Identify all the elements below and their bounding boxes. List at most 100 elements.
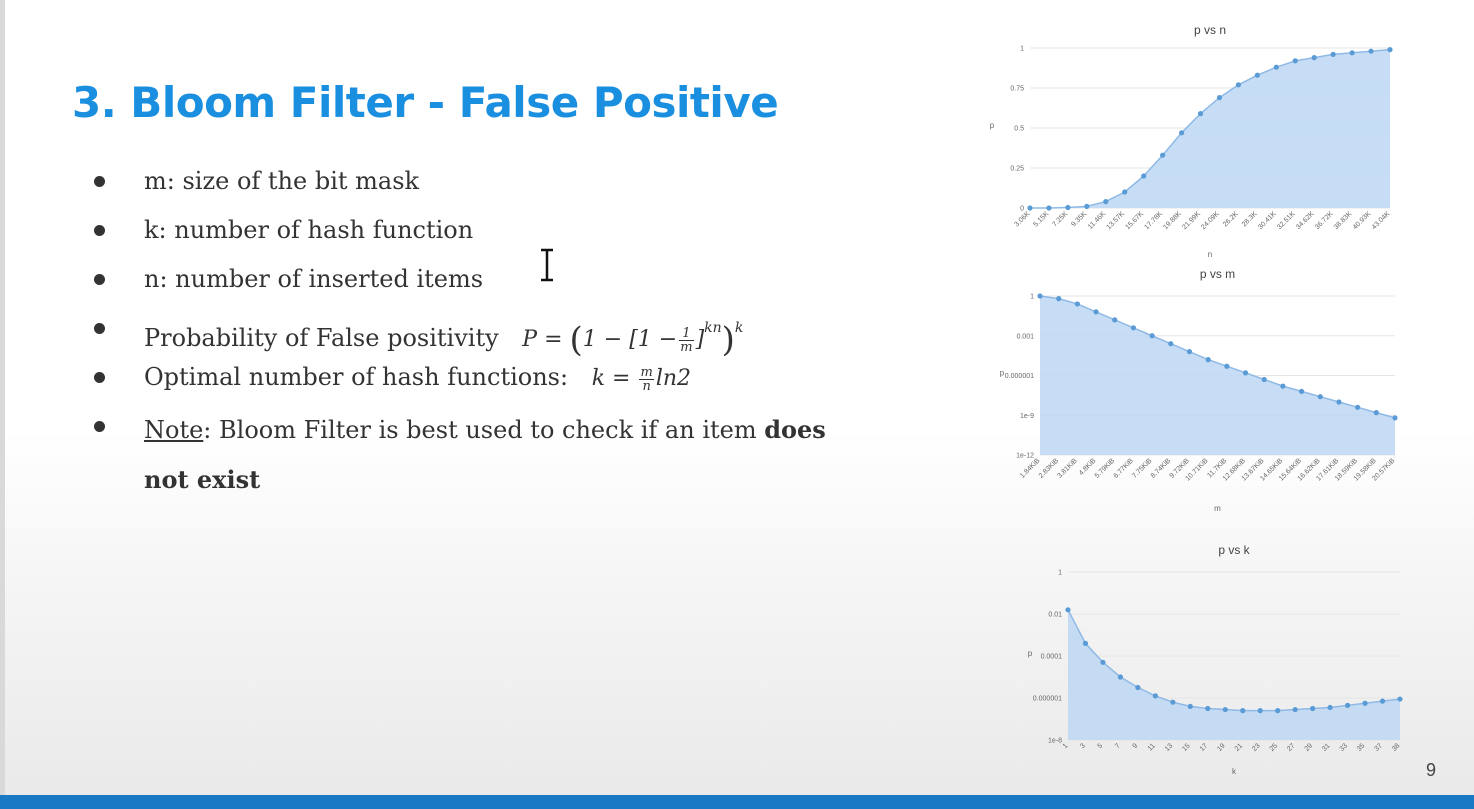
data-point (1397, 696, 1403, 702)
y-tick-label: 1 (1058, 570, 1062, 577)
page-number: 9 (1425, 760, 1436, 780)
chart-title: p vs k (1218, 543, 1250, 557)
data-point (1112, 317, 1118, 323)
series-line (1039, 295, 1396, 419)
data-point (1292, 58, 1298, 64)
bullet-dot-icon (94, 421, 105, 432)
y-tick-label: 0.0001 (1041, 654, 1063, 661)
bullet-item: m: size of the bit mask (88, 160, 848, 209)
x-tick-label: 35 (1356, 742, 1367, 753)
bullet-text: n: number of inserted items (144, 265, 484, 293)
data-point (1093, 309, 1099, 315)
note-bold-text: does not exist (144, 415, 826, 494)
data-point (1240, 708, 1246, 714)
x-tick-label: 40.93K (1352, 210, 1373, 231)
note-text: : Bloom Filter is best used to check if … (203, 416, 765, 444)
data-point (1100, 659, 1106, 665)
x-tick-label: 21 (1234, 742, 1245, 753)
x-tick-label: 13 (1164, 742, 1175, 753)
y-axis-label: p (990, 121, 995, 130)
data-point (1242, 370, 1249, 376)
y-tick-label: 0 (1020, 206, 1024, 213)
data-point (1168, 341, 1174, 347)
data-point (1065, 204, 1071, 211)
data-point (1379, 698, 1386, 704)
data-point (1344, 702, 1351, 708)
data-point (1149, 333, 1155, 339)
y-tick-label: 0.01 (1048, 612, 1062, 619)
y-tick-label: 0.25 (1010, 166, 1024, 173)
data-point (1349, 50, 1355, 56)
x-tick-label: 27 (1286, 742, 1297, 753)
data-point (1117, 674, 1124, 680)
x-tick-label: 7.25K (1051, 210, 1069, 228)
data-point (1084, 203, 1090, 209)
x-axis-label: m (1214, 504, 1221, 513)
data-point (1257, 708, 1263, 714)
slide-title: 3. Bloom Filter - False Positive (72, 78, 779, 127)
bullet-item-note: Note: Bloom Filter is best used to check… (88, 405, 848, 505)
x-tick-label: 21.99K (1181, 210, 1202, 231)
chart-title: p vs m (1200, 267, 1235, 281)
series-line (1030, 48, 1391, 209)
x-tick-label: 26.2K (1222, 210, 1240, 228)
bottom-accent-bar (0, 795, 1474, 809)
bullet-text: Probability of False positivity (144, 324, 499, 352)
x-tick-label: 25 (1269, 742, 1280, 753)
data-point (1373, 410, 1379, 416)
bullet-text: k: number of hash function (144, 216, 474, 244)
series-area (1068, 609, 1400, 740)
data-point (1254, 72, 1260, 78)
x-tick-label: 33 (1339, 742, 1350, 753)
data-point (1205, 357, 1211, 363)
y-tick-label: 0.000001 (1033, 696, 1062, 703)
data-point (1187, 703, 1193, 709)
x-tick-label: 29 (1304, 742, 1315, 753)
chart-p-vs-k: p vs k 1e-8 0.000001 0.0001 0.01 1 1 3 5 7 9 11 13 15… (990, 540, 1420, 780)
series-area (1040, 296, 1395, 455)
data-point (1292, 706, 1298, 713)
bullet-dot-icon (94, 225, 105, 236)
data-point (1327, 704, 1333, 711)
x-tick-label: 11.46K (1087, 210, 1108, 231)
data-point (1037, 293, 1043, 299)
x-tick-label: 7 (1114, 742, 1122, 750)
bullet-text: Optimal number of hash functions: (144, 363, 569, 391)
data-point (1103, 199, 1109, 205)
bullet-text: m: size of the bit mask (144, 167, 420, 195)
x-tick-label: 24.09K (1200, 210, 1221, 231)
data-point (1046, 205, 1052, 211)
chart-title: p vs n (1194, 23, 1226, 37)
data-point (1336, 399, 1342, 405)
text-cursor-icon (541, 248, 553, 282)
false-positive-formula: P = (1 − [1 −1 m]kn)k (522, 320, 744, 360)
y-tick-label: 1e-12 (1016, 453, 1034, 460)
chart-p-vs-m: p vs m 1e-12 1e-9 0.000001 0.001 1 1.84KiB 2.83… (975, 262, 1415, 517)
series-area (1030, 49, 1390, 208)
data-point (1197, 111, 1204, 117)
bullet-item: k: number of hash function (88, 209, 848, 258)
data-point (1065, 607, 1071, 613)
optimal-k-formula: k = m n ln2 (591, 364, 692, 394)
x-tick-label: 37 (1373, 742, 1384, 753)
data-point (1152, 693, 1158, 699)
x-tick-label: 3 (1079, 742, 1087, 750)
bullet-list: m: size of the bit mask k: number of has… (88, 160, 848, 505)
y-tick-label: 0.001 (1016, 333, 1034, 340)
data-point (1317, 394, 1323, 400)
bullet-dot-icon (94, 274, 105, 285)
data-point (1056, 296, 1062, 302)
data-point (1298, 388, 1305, 394)
series-line (1067, 609, 1401, 712)
bullet-item: Probability of False positivity P = (1 −… (88, 307, 848, 360)
data-point (1186, 349, 1193, 355)
data-point (1178, 130, 1185, 136)
data-point (1141, 173, 1147, 179)
x-tick-label: 9 (1132, 742, 1140, 750)
x-tick-label: 1 (1062, 742, 1070, 750)
data-point (1205, 705, 1211, 712)
chart-p-vs-n: p vs n 0 0.25 0.5 0.75 1 3.06K 5.15K 7.25K 9.35K 1… (985, 18, 1415, 263)
x-tick-label: 5 (1097, 742, 1105, 750)
